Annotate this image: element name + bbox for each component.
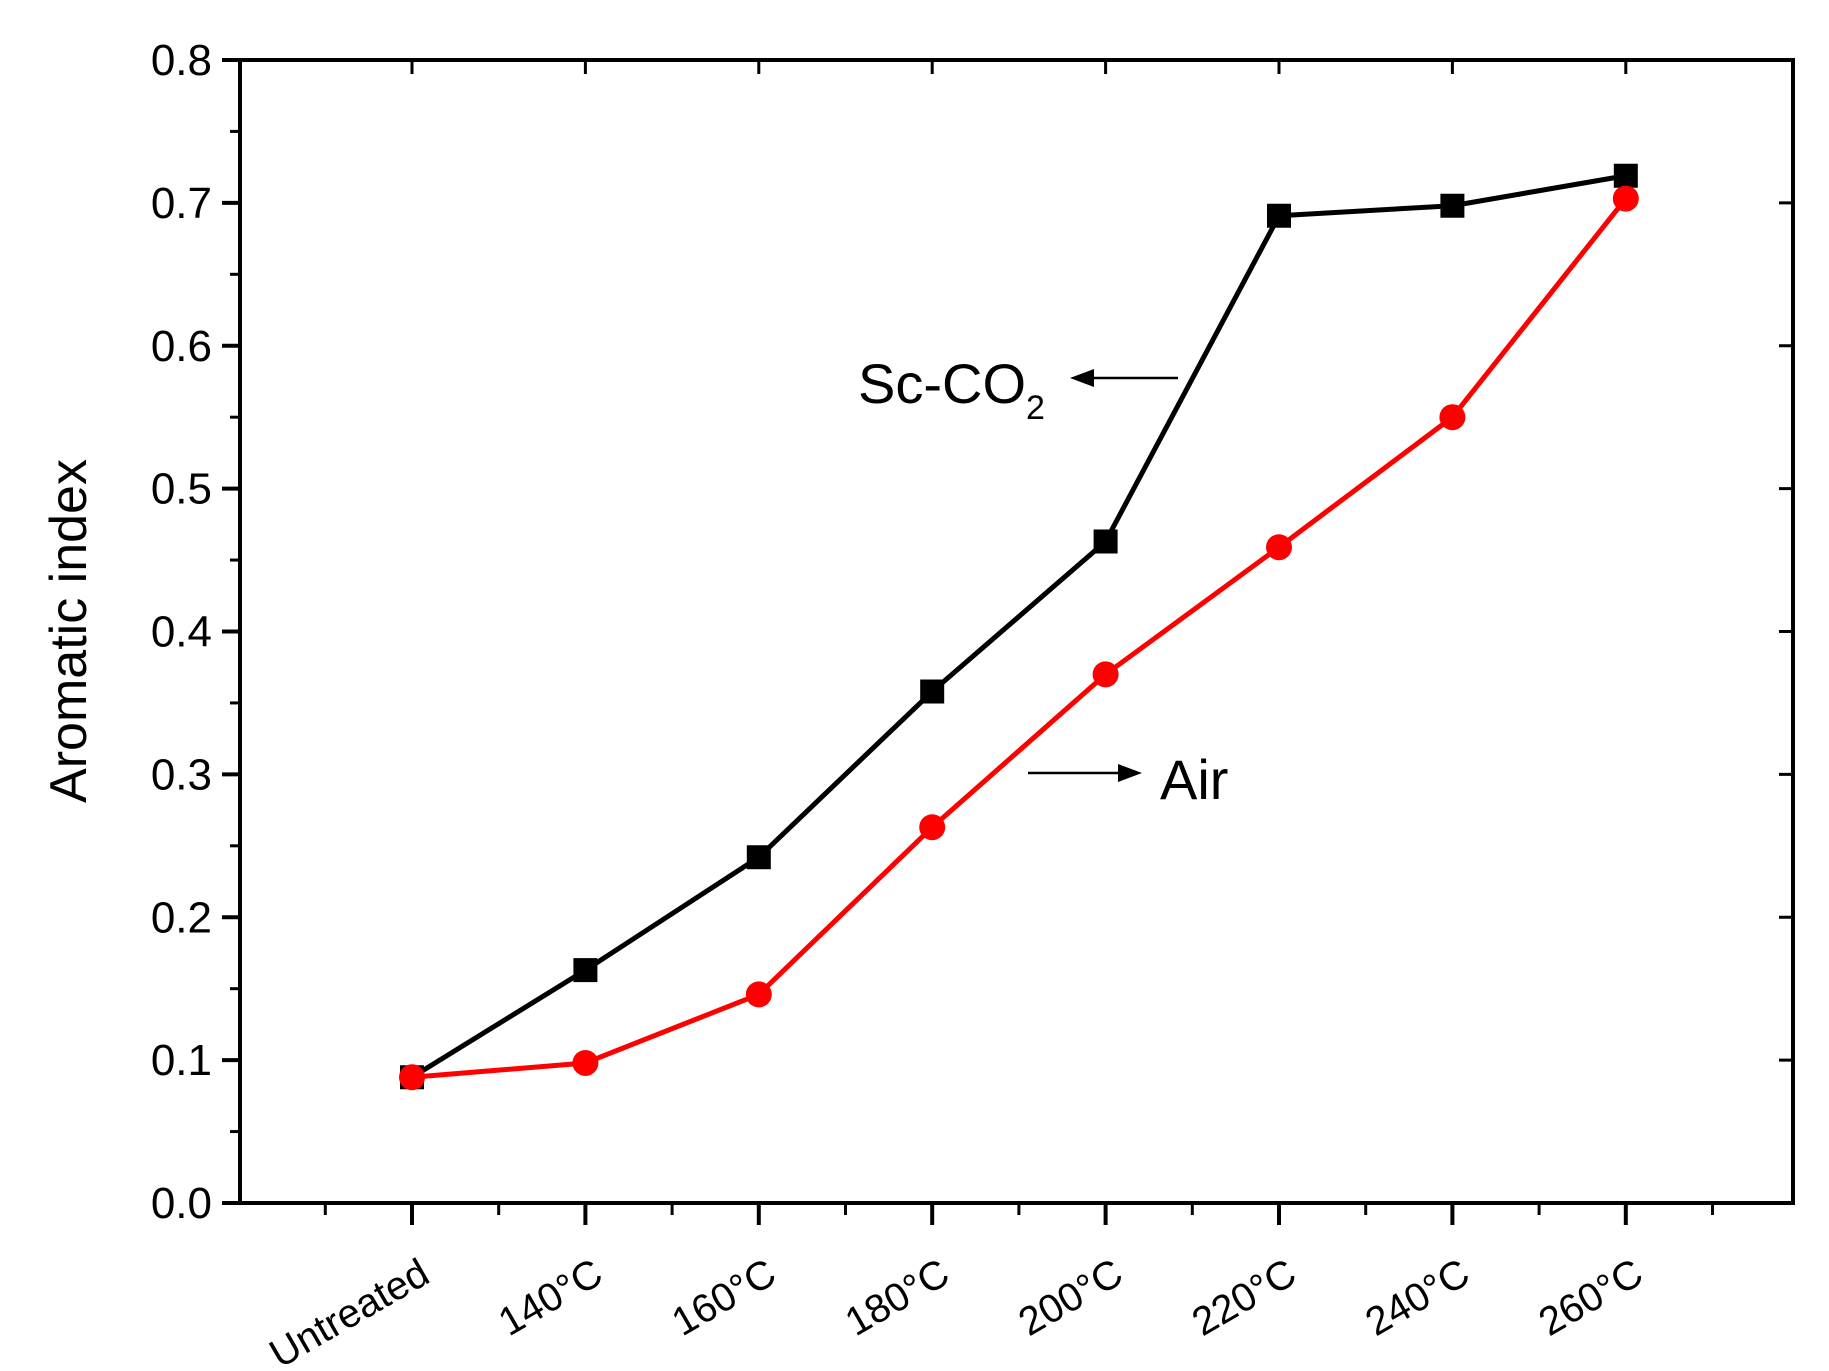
annotation-sc-co2: Sc-CO2 xyxy=(858,352,1178,427)
data-point xyxy=(1267,203,1291,228)
annotation-air: Air xyxy=(1028,748,1228,811)
y-tick-label: 0.0 xyxy=(151,1179,212,1228)
x-axis: Untreated 140°C 160°C 180°C 200°C 220°C 240°C 2… xyxy=(262,60,1714,1371)
y-tick-label: 0.7 xyxy=(151,179,212,228)
data-point xyxy=(1093,529,1118,554)
y-tick-label: 0.1 xyxy=(151,1036,212,1085)
y-tick-label: 0.6 xyxy=(151,322,212,371)
series-line xyxy=(410,173,1627,1080)
x-tick-label: 220°C xyxy=(1185,1251,1304,1345)
data-point xyxy=(745,981,772,1008)
x-tick-label: 260°C xyxy=(1532,1251,1651,1345)
series-layer xyxy=(399,163,1639,1091)
x-tick-label: 180°C xyxy=(838,1251,957,1345)
annotation-air-arrowhead xyxy=(1118,764,1142,782)
y-axis-title: Aromatic index xyxy=(40,459,98,803)
x-tick-label: 140°C xyxy=(491,1251,610,1345)
y-tick-label: 0.2 xyxy=(151,893,212,942)
series-1 xyxy=(399,185,1639,1091)
annotation-air-label: Air xyxy=(1160,748,1228,811)
annotation-sc-co2-sub: 2 xyxy=(1026,389,1045,427)
y-tick-label: 0.5 xyxy=(151,465,212,514)
x-tick-label: 200°C xyxy=(1011,1251,1130,1345)
series-0 xyxy=(400,163,1638,1090)
data-point xyxy=(1439,404,1466,431)
plot-frame xyxy=(238,58,1795,1205)
annotation-sc-co2-main: Sc-CO xyxy=(858,352,1026,415)
data-point xyxy=(1092,661,1119,688)
data-point xyxy=(573,958,598,983)
x-tick-label: Untreated xyxy=(262,1251,436,1371)
data-point xyxy=(920,679,945,704)
data-point xyxy=(399,1064,425,1091)
y-tick-label: 0.4 xyxy=(151,608,212,657)
y-tick-label: 0.3 xyxy=(151,750,212,799)
y-tick-label: 0.8 xyxy=(151,36,212,85)
series-line xyxy=(411,197,1628,1080)
annotation-sc-co2-arrowhead xyxy=(1070,369,1094,387)
data-point xyxy=(1440,193,1465,218)
data-point xyxy=(746,845,771,870)
y-axis: 0.0 0.1 0.2 0.3 0.4 0.5 0.6 0.7 0.8 xyxy=(151,36,1793,1228)
data-point xyxy=(1612,185,1639,212)
data-point xyxy=(919,814,946,841)
data-point xyxy=(1613,163,1638,188)
x-tick-label: 240°C xyxy=(1358,1251,1477,1345)
annotation-sc-co2-label: Sc-CO2 xyxy=(858,352,1045,427)
data-point xyxy=(1266,534,1292,561)
data-point xyxy=(572,1049,599,1076)
x-tick-label: 160°C xyxy=(665,1251,784,1345)
